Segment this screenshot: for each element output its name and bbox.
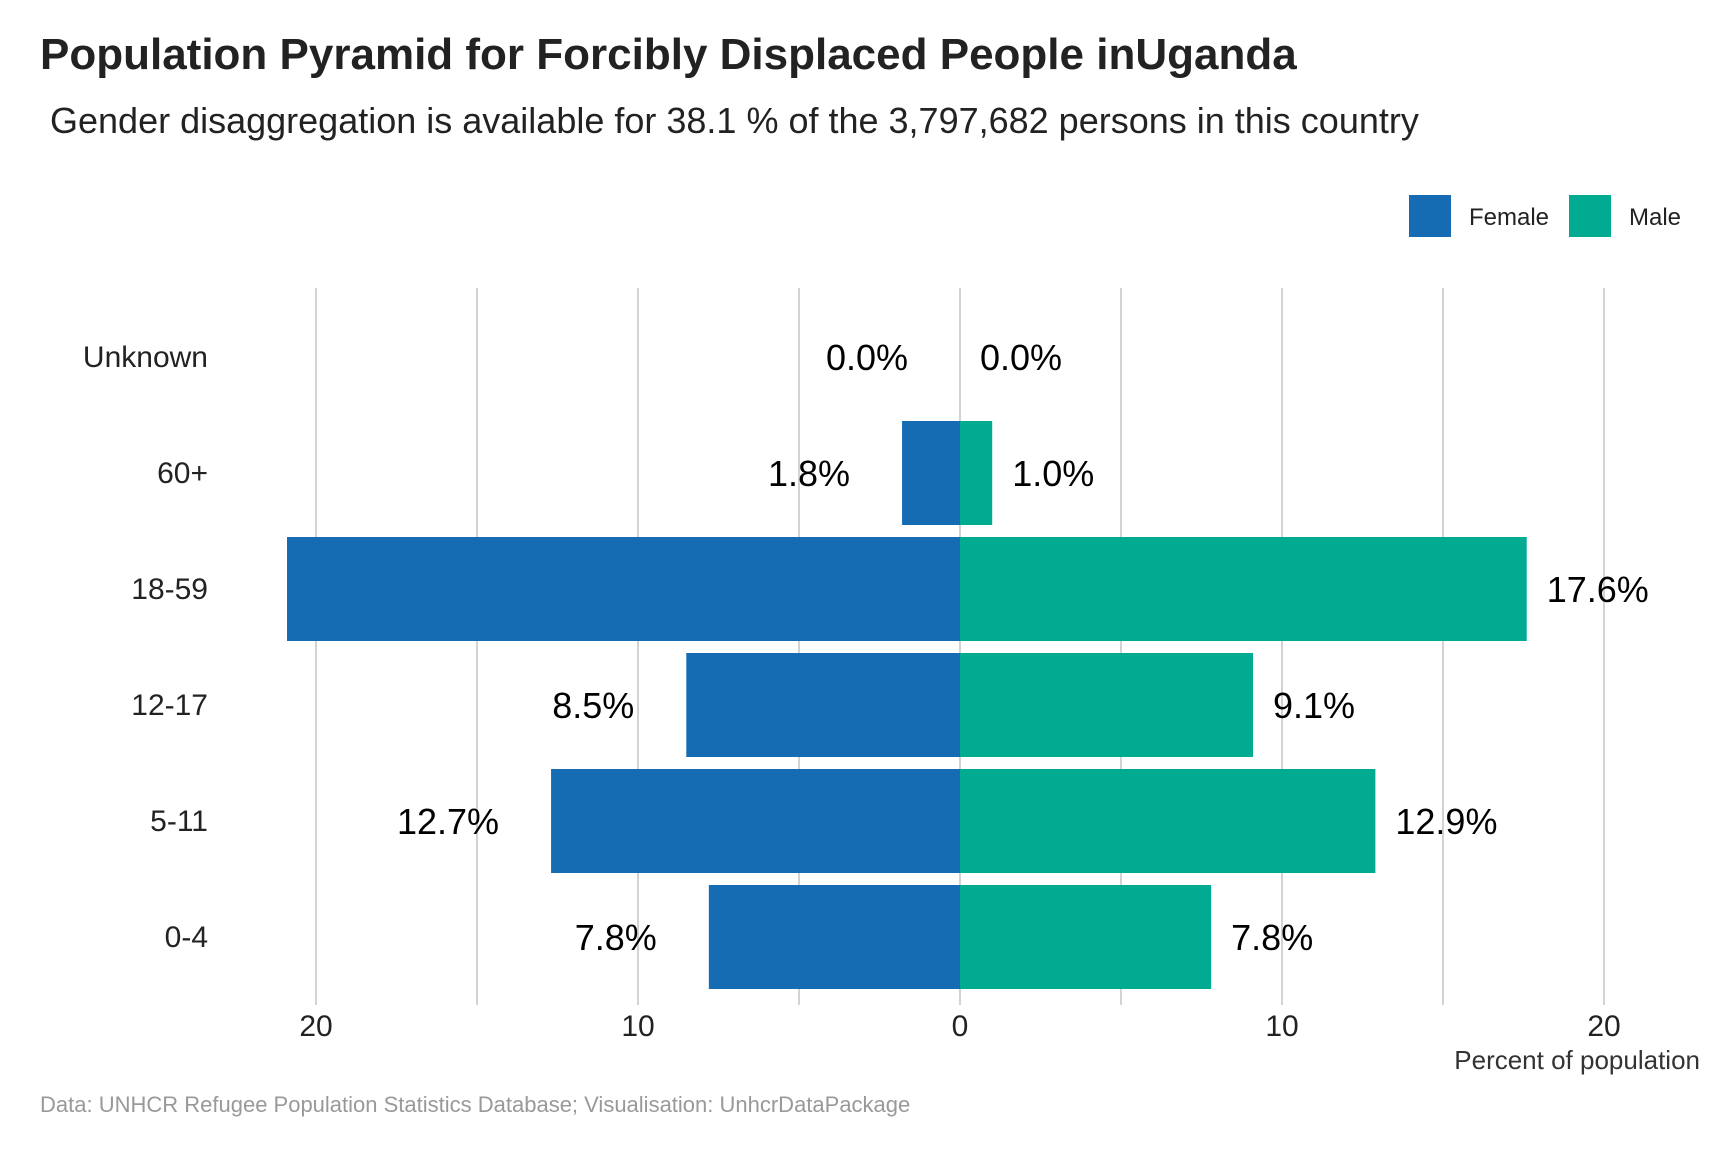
category-label: 5-11 (150, 805, 208, 838)
bar-male (960, 885, 1212, 989)
data-label-female: 0.0% (826, 337, 908, 378)
data-label-male: 0.0% (980, 337, 1062, 378)
x-axis-title: Percent of population (1454, 1045, 1700, 1075)
chart-title: Population Pyramid for Forcibly Displace… (40, 30, 1297, 79)
category-label: 0-4 (165, 921, 208, 954)
legend-label-male: Male (1629, 204, 1681, 231)
data-label-male: 7.8% (1231, 917, 1313, 958)
legend-label-female: Female (1469, 204, 1549, 231)
data-label-female: 8.5% (552, 685, 634, 726)
bar-male (960, 537, 1527, 641)
data-label-male: 17.6% (1547, 569, 1649, 610)
data-label-female: 1.8% (768, 453, 850, 494)
legend-swatch-male (1569, 195, 1611, 237)
category-label: Unknown (83, 341, 208, 374)
x-tick-label: 10 (621, 1010, 654, 1043)
bar-female (287, 537, 960, 641)
category-label: 18-59 (131, 573, 208, 606)
category-label: 12-17 (131, 689, 208, 722)
bar-female (551, 769, 960, 873)
bar-female (708, 885, 960, 989)
legend-swatch-female (1409, 195, 1451, 237)
x-tick-label: 0 (952, 1010, 969, 1043)
chart-subtitle: Gender disaggregation is available for 3… (50, 100, 1419, 141)
bar-female (902, 421, 960, 525)
data-label-female: 12.7% (397, 801, 499, 842)
x-tick-label: 10 (1265, 1010, 1298, 1043)
x-tick-label: 20 (1587, 1010, 1620, 1043)
x-tick-label: 20 (299, 1010, 332, 1043)
bar-female (686, 653, 960, 757)
data-label-male: 9.1% (1273, 685, 1355, 726)
bar-male (960, 653, 1254, 757)
category-label: 60+ (157, 457, 208, 490)
chart-caption: Data: UNHCR Refugee Population Statistic… (40, 1092, 911, 1117)
data-label-male: 12.9% (1395, 801, 1497, 842)
data-label-male: 1.0% (1012, 453, 1094, 494)
data-label-female: 7.8% (575, 917, 657, 958)
bar-male (960, 421, 993, 525)
bar-male (960, 769, 1376, 873)
